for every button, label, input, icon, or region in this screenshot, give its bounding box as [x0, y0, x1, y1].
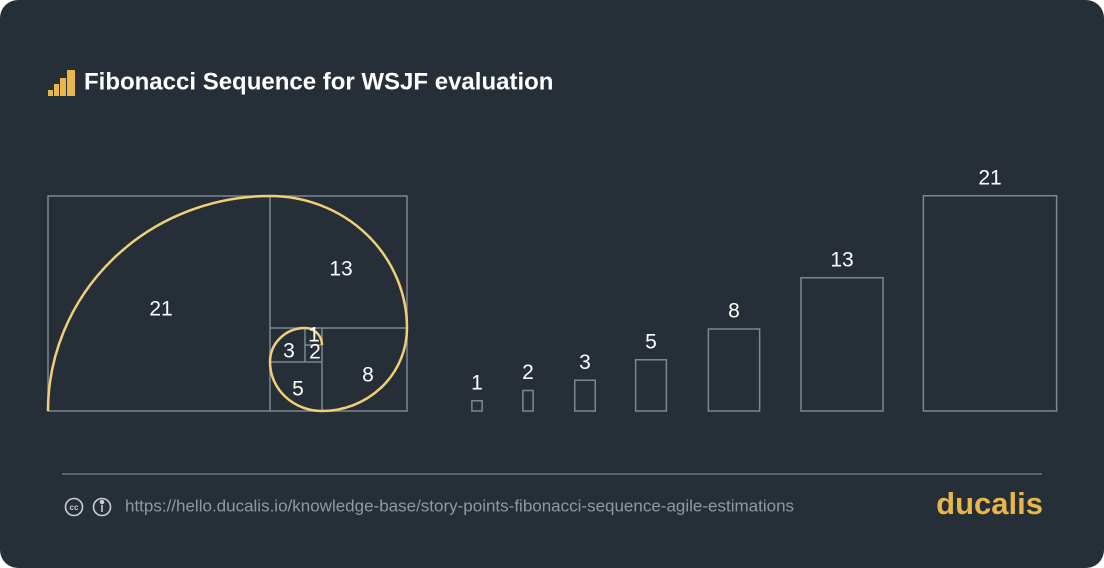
bar-label: 8: [728, 300, 740, 323]
spiral-label: 1: [308, 324, 320, 347]
bar: [471, 400, 483, 412]
bar: [574, 379, 596, 412]
title-icon: [48, 70, 75, 96]
bar-label: 21: [978, 166, 1001, 189]
bar: [522, 389, 534, 412]
bar-label: 3: [579, 351, 591, 374]
title: Fibonacci Sequence for WSJF evaluation: [84, 68, 553, 95]
bar: [634, 359, 668, 412]
footer-url[interactable]: https://hello.ducalis.io/knowledge-base/…: [125, 496, 794, 515]
spiral-grid: [47, 195, 408, 412]
spiral-label: 2: [309, 341, 321, 364]
bar: [922, 195, 1058, 412]
bar-label: 13: [830, 248, 853, 271]
spiral-label: 13: [329, 258, 352, 281]
spiral: [46, 194, 409, 413]
brand: ducalis: [936, 486, 1043, 521]
bar-label: 1: [471, 371, 483, 394]
license-icons: [64, 497, 112, 517]
bars: 1 2 3 5 8 13 21: [471, 166, 1058, 412]
spiral-label: 21: [149, 298, 172, 321]
bar: [707, 328, 761, 412]
bar: [800, 277, 884, 412]
bar-label: 2: [522, 361, 534, 384]
cc-mark: cc: [70, 503, 79, 512]
spiral-label: 3: [283, 340, 295, 363]
spiral-label: 5: [292, 378, 304, 401]
bar-label: 5: [645, 330, 657, 353]
spiral-label: 8: [362, 364, 374, 387]
